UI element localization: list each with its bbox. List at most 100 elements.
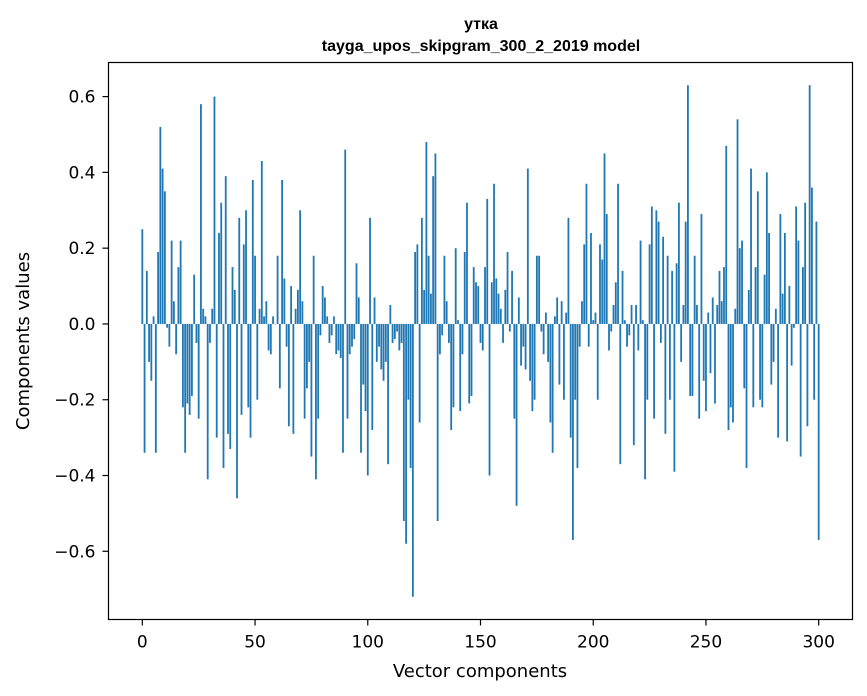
bar-146: [470, 323, 473, 396]
bar-294: [804, 202, 807, 324]
bar-119: [409, 323, 412, 468]
bar-248: [700, 214, 703, 324]
bar-101: [369, 217, 371, 324]
bar-71: [301, 301, 304, 324]
bar-285: [783, 233, 786, 324]
bar-87: [337, 323, 340, 351]
bar-115: [400, 323, 403, 343]
bar-178: [542, 323, 545, 355]
bar-28: [204, 316, 207, 324]
bar-75: [310, 323, 313, 457]
bar-22: [191, 323, 193, 396]
bar-82: [326, 316, 329, 324]
bar-108: [384, 323, 387, 362]
bar-134: [443, 255, 446, 324]
bar-257: [720, 301, 723, 324]
bar-32: [213, 96, 216, 324]
bar-200: [592, 320, 595, 324]
bar-60: [276, 255, 279, 324]
bar-135: [445, 301, 448, 324]
bar-129: [432, 176, 435, 324]
bar-40: [231, 267, 234, 324]
bar-106: [380, 323, 383, 370]
bar-149: [477, 286, 480, 324]
bar-67: [292, 323, 295, 434]
bar-196: [583, 244, 586, 324]
bar-104: [375, 323, 378, 362]
bar-64: [285, 323, 288, 347]
x-tick-label: 300: [802, 633, 834, 653]
bar-99: [364, 323, 367, 412]
y-tick-label: −0.2: [54, 391, 95, 411]
bar-279: [770, 323, 773, 385]
bar-9: [161, 168, 164, 324]
bar-141: [459, 323, 462, 412]
bar-177: [540, 323, 543, 332]
bar-148: [475, 282, 477, 324]
bar-94: [353, 323, 356, 340]
x-tick-label: 250: [690, 633, 722, 653]
bar-84: [330, 323, 333, 336]
bar-68: [294, 308, 297, 324]
y-tick-label: 0.4: [68, 163, 95, 183]
bar-226: [650, 206, 653, 324]
bar-289: [792, 323, 795, 328]
y-tick-label: 0.2: [68, 239, 95, 259]
bar-206: [605, 214, 608, 324]
bar-152: [484, 267, 486, 324]
bar-123: [418, 323, 421, 423]
bar-33: [215, 323, 218, 438]
bar-8: [159, 126, 162, 324]
bar-156: [493, 183, 495, 324]
bar-187: [563, 323, 565, 400]
bar-52: [258, 308, 261, 324]
bar-194: [578, 323, 581, 347]
bar-157: [495, 278, 498, 324]
bar-232: [664, 323, 667, 434]
bar-122: [416, 244, 419, 324]
bar-241: [684, 221, 687, 324]
bar-218: [632, 323, 635, 446]
bar-189: [567, 217, 570, 324]
bar-269: [747, 289, 750, 324]
bar-15: [175, 323, 178, 355]
bar-210: [614, 282, 617, 324]
bar-207: [608, 323, 610, 351]
bar-173: [531, 323, 534, 412]
bar-265: [738, 248, 741, 324]
bar-184: [556, 297, 559, 324]
bar-264: [736, 119, 739, 324]
bar-114: [398, 323, 401, 351]
bar-169: [522, 323, 525, 347]
bar-121: [414, 251, 417, 324]
bar-230: [659, 323, 662, 343]
bar-221: [639, 240, 642, 324]
bar-103: [373, 297, 376, 324]
bar-1: [143, 323, 146, 453]
bar-277: [765, 172, 768, 324]
bar-25: [197, 323, 200, 419]
bar-239: [680, 323, 683, 362]
bar-42: [236, 323, 238, 499]
bar-24: [195, 323, 198, 343]
bar-217: [630, 305, 633, 324]
bar-223: [644, 323, 646, 480]
x-tick-label: 50: [244, 633, 266, 653]
bar-10: [163, 191, 166, 324]
bar-18: [182, 323, 184, 408]
bar-219: [635, 305, 637, 324]
bar-125: [423, 289, 426, 324]
bar-195: [581, 301, 583, 324]
bar-143: [463, 251, 466, 324]
bar-165: [513, 323, 516, 419]
bar-243: [689, 323, 692, 396]
bar-215: [626, 323, 628, 347]
bar-53: [260, 161, 263, 324]
bar-228: [655, 210, 658, 324]
bar-29: [206, 323, 209, 480]
bar-116: [402, 323, 405, 521]
bar-216: [628, 323, 631, 336]
bar-89: [342, 323, 344, 453]
bar-205: [603, 153, 606, 324]
